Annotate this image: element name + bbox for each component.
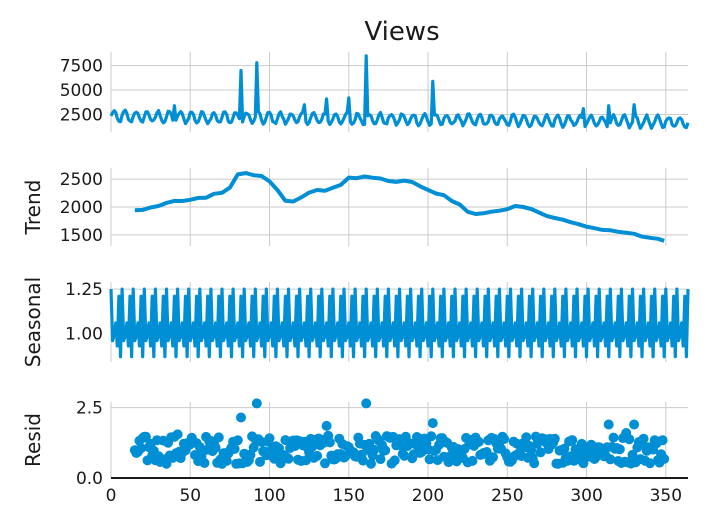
resid-point xyxy=(199,458,210,468)
resid-point xyxy=(567,435,578,446)
resid-point xyxy=(236,412,246,423)
resid-ytick-label: 0.0 xyxy=(76,469,103,489)
resid-point xyxy=(488,452,498,463)
resid-point xyxy=(638,433,649,444)
seasonal-ytick-label: 1.25 xyxy=(65,280,103,300)
x-tick-label: 350 xyxy=(650,486,682,506)
resid-point xyxy=(229,443,240,454)
resid-point xyxy=(358,455,368,466)
resid-point xyxy=(380,445,391,456)
trend-ytick-label: 1500 xyxy=(60,226,103,246)
resid-point xyxy=(264,433,275,444)
resid-point xyxy=(321,420,332,431)
resid-point xyxy=(424,454,435,465)
resid-point xyxy=(361,398,372,409)
resid-point xyxy=(213,432,224,443)
resid-point xyxy=(324,437,335,448)
resid-point xyxy=(375,454,386,465)
resid-point xyxy=(255,456,265,467)
resid-point xyxy=(389,455,400,466)
resid-point xyxy=(605,454,616,465)
x-tick-label: 0 xyxy=(106,486,117,506)
x-tick-label: 150 xyxy=(333,486,365,506)
trend-panel: 1500 2000 2500 Trend xyxy=(21,168,688,246)
resid-point xyxy=(369,444,380,455)
resid-point xyxy=(283,453,294,464)
resid-point xyxy=(301,455,311,466)
views-series-line xyxy=(109,54,690,130)
resid-point xyxy=(399,450,410,461)
resid-point xyxy=(312,450,323,461)
resid-ylabel: Resid xyxy=(21,413,45,467)
resid-point xyxy=(499,434,510,444)
resid-point xyxy=(629,419,640,430)
resid-point xyxy=(535,447,546,458)
seasonal-ytick-label: 1.00 xyxy=(65,325,103,345)
trend-ytick-label: 2500 xyxy=(60,170,103,190)
resid-point xyxy=(366,458,376,469)
resid-point xyxy=(624,434,635,445)
resid-point xyxy=(232,435,243,446)
resid-point xyxy=(549,433,560,444)
resid-point xyxy=(603,419,614,430)
resid-point xyxy=(251,398,262,409)
resid-point xyxy=(645,458,655,469)
x-tick-label: 300 xyxy=(570,486,602,506)
resid-point xyxy=(467,455,478,466)
seasonal-ylabel: Seasonal xyxy=(21,277,45,367)
resid-point xyxy=(559,443,570,454)
resid-point xyxy=(210,442,221,453)
resid-point xyxy=(473,436,484,447)
seasonal-series-line xyxy=(109,287,690,359)
resid-point xyxy=(608,432,619,443)
views-ytick-label: 7500 xyxy=(60,57,103,77)
resid-point xyxy=(161,458,172,469)
seasonal-panel: 1.00 1.25 Seasonal xyxy=(21,277,690,367)
resid-point xyxy=(529,458,540,469)
chart-title: Views xyxy=(364,17,439,47)
views-panel: 2500 5000 7500 xyxy=(60,52,690,132)
resid-point xyxy=(172,429,183,440)
resid-point xyxy=(248,442,259,453)
resid-point xyxy=(275,458,286,469)
x-tick-label: 250 xyxy=(491,486,523,506)
resid-point xyxy=(659,453,670,464)
x-tick-label: 100 xyxy=(253,486,285,506)
resid-point xyxy=(427,418,438,429)
x-tick-label: 200 xyxy=(412,486,444,506)
trend-ytick-label: 2000 xyxy=(60,198,103,218)
resid-point xyxy=(657,435,668,446)
resid-point xyxy=(426,431,437,442)
views-ytick-label: 5000 xyxy=(60,81,103,101)
resid-point xyxy=(140,431,151,442)
resid-panel: 0.0 2.5 Resid 0 50 100 150 200 250 300 350 xyxy=(21,398,688,506)
resid-point xyxy=(614,444,625,455)
resid-point xyxy=(521,432,532,443)
resid-ytick-label: 2.5 xyxy=(76,399,103,419)
trend-series-line xyxy=(134,171,665,243)
trend-ylabel: Trend xyxy=(21,180,45,236)
resid-point xyxy=(320,458,330,469)
x-tick-label: 50 xyxy=(179,486,201,506)
resid-point xyxy=(136,443,147,454)
views-ytick-label: 2500 xyxy=(60,105,103,125)
